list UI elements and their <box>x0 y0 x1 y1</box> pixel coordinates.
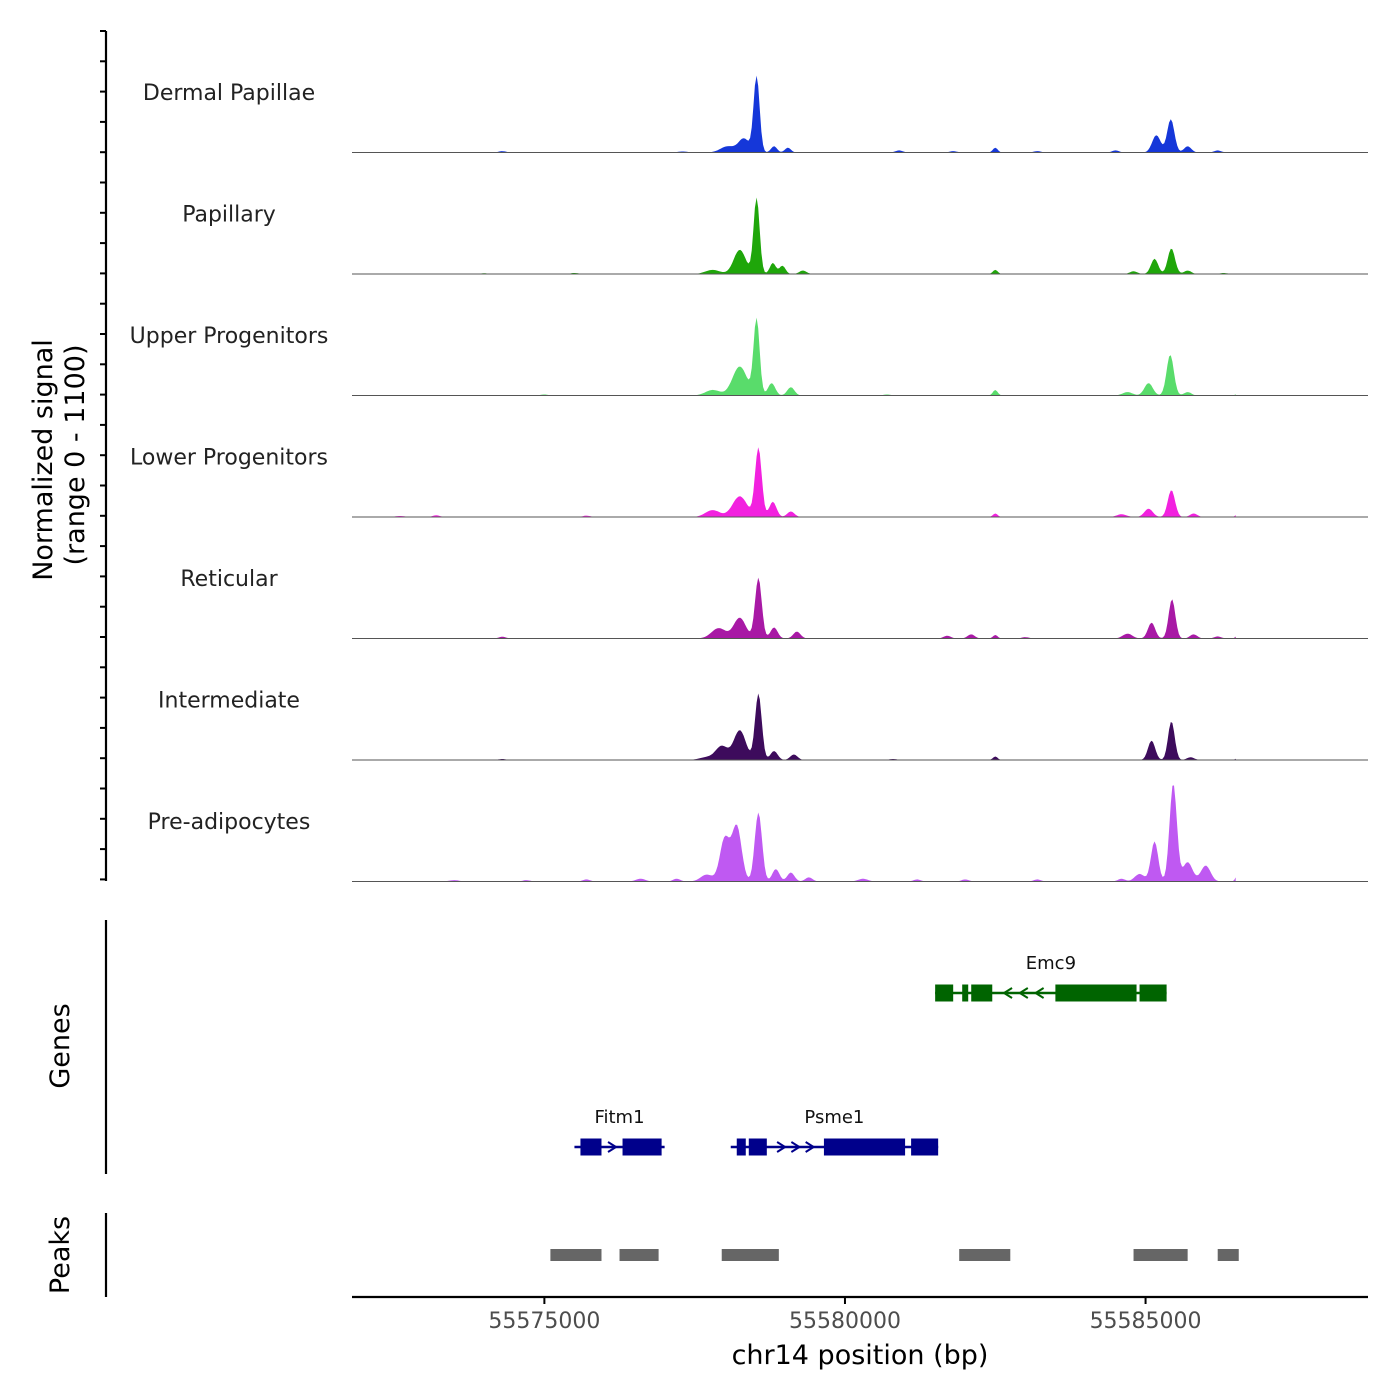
gene-exon <box>748 1138 767 1156</box>
signal-area <box>391 317 1236 396</box>
strand-arrow <box>1002 987 1013 999</box>
gene-emc9: Emc9 <box>935 953 1167 1002</box>
strand-arrow <box>607 1141 618 1153</box>
gene-annotation-panel: Emc9 Fitm1 Psme1 <box>104 920 1167 1174</box>
gene-fitm1: Fitm1 <box>574 1107 665 1156</box>
track-label: Upper Progenitors <box>130 324 329 349</box>
gene-exon <box>580 1138 602 1156</box>
gene-exon <box>1139 984 1167 1002</box>
gene-exon <box>911 1138 939 1156</box>
track-pre-adipocytes: Pre-adipocytes <box>148 785 1368 882</box>
signal-area <box>391 785 1236 882</box>
gene-label: Psme1 <box>804 1107 864 1128</box>
track-reticular: Reticular <box>180 567 1368 639</box>
peaks-panel-label: Peaks <box>45 1216 76 1294</box>
x-tick-label: 55585000 <box>1090 1309 1202 1334</box>
gene-exon <box>971 984 993 1002</box>
strand-arrow <box>776 1141 787 1153</box>
x-axis: 55575000 55580000 55585000 <box>352 1295 1368 1334</box>
strand-arrow <box>1017 987 1029 999</box>
signal-area <box>391 447 1236 517</box>
peaks-panel <box>104 1213 1239 1297</box>
y-axis-range-label: (range 0 - 1100) <box>60 345 91 566</box>
signal-area <box>391 693 1236 760</box>
track-intermediate: Intermediate <box>158 689 1368 761</box>
x-tick-label: 55580000 <box>789 1309 901 1334</box>
track-label: Dermal Papillae <box>143 81 315 106</box>
gene-exon <box>736 1138 746 1156</box>
strand-arrow <box>805 1141 816 1153</box>
track-dermal-papillae: Dermal Papillae <box>143 75 1368 153</box>
gene-exon <box>935 984 954 1002</box>
track-papillary: Papillary <box>182 197 1368 275</box>
gene-exon <box>823 1138 906 1156</box>
gene-label: Emc9 <box>1026 953 1076 974</box>
signal-area <box>391 577 1236 639</box>
peak-region <box>550 1249 602 1261</box>
strand-arrow <box>1033 987 1045 999</box>
track-lower-progenitors: Lower Progenitors <box>130 446 1368 518</box>
track-label: Papillary <box>182 203 276 228</box>
gene-exon <box>962 984 969 1002</box>
genes-panel-label: Genes <box>45 1003 76 1088</box>
signal-area <box>391 75 1236 153</box>
peak-region <box>721 1249 779 1261</box>
gene-psme1: Psme1 <box>730 1107 939 1156</box>
signal-axis <box>100 30 108 881</box>
x-tick-label: 55575000 <box>488 1309 600 1334</box>
peak-region <box>619 1249 659 1261</box>
y-axis-label: Normalized signal <box>28 339 59 581</box>
peak-region <box>959 1249 1011 1261</box>
track-label: Pre-adipocytes <box>148 810 311 835</box>
strand-arrow <box>790 1141 802 1153</box>
peak-region <box>1217 1249 1239 1261</box>
coverage-tracks: Dermal Papillae Papillary Upper Progenitor… <box>130 75 1368 882</box>
track-label: Intermediate <box>158 689 300 714</box>
signal-area <box>391 197 1236 274</box>
track-label: Reticular <box>180 567 278 592</box>
gene-exon <box>622 1138 662 1156</box>
track-label: Lower Progenitors <box>130 446 328 471</box>
peak-region <box>1133 1249 1188 1261</box>
track-upper-progenitors: Upper Progenitors <box>130 317 1368 396</box>
gene-label: Fitm1 <box>594 1107 644 1128</box>
gene-exon <box>1055 984 1137 1002</box>
x-axis-title: chr14 position (bp) <box>732 1340 989 1371</box>
